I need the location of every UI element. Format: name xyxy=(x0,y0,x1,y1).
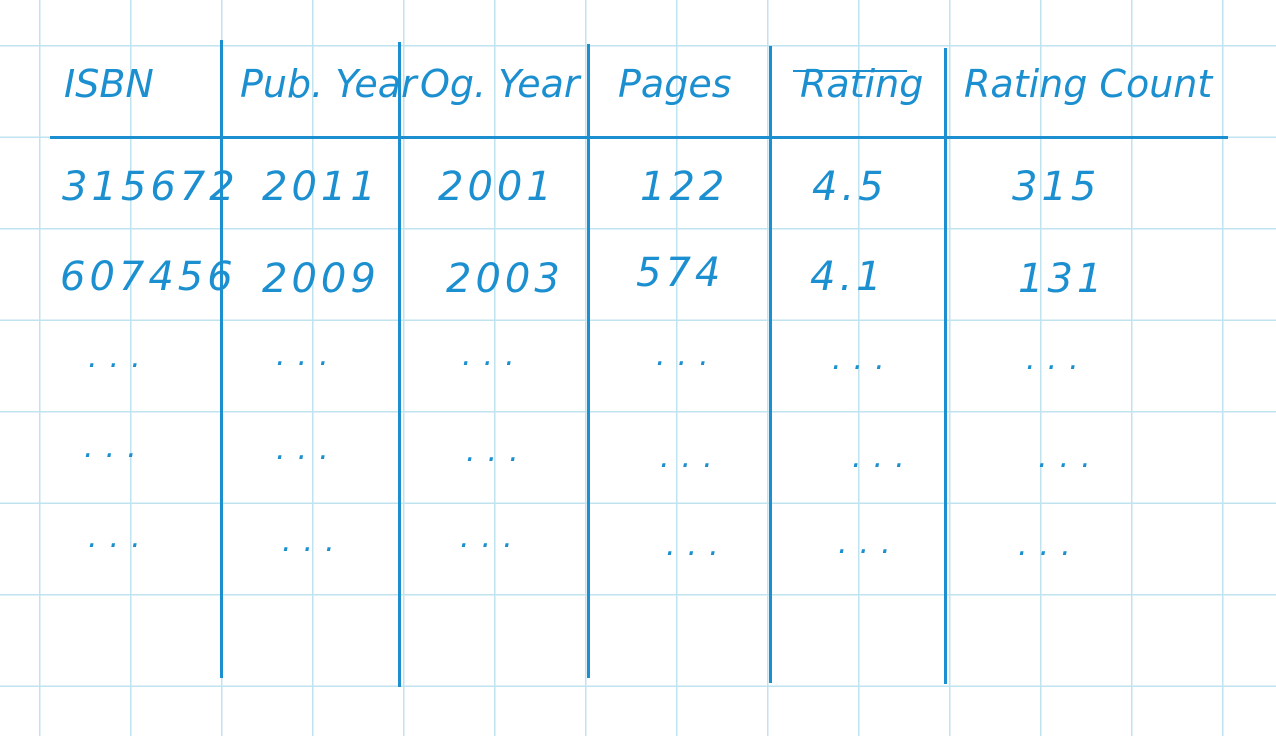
ellipsis-cell: ... xyxy=(656,338,721,373)
ellipsis-cell: ... xyxy=(466,434,531,469)
column-divider xyxy=(398,42,401,687)
column-divider xyxy=(587,44,590,678)
header-og-year: Og. Year xyxy=(420,62,580,106)
table-cell: 2011 xyxy=(262,164,380,210)
ellipsis-cell: ... xyxy=(276,338,341,373)
ellipsis-cell: ... xyxy=(838,526,903,561)
ellipsis-cell: ... xyxy=(852,440,917,475)
table-cell: 315672 xyxy=(62,164,239,210)
ellipsis-cell: ... xyxy=(276,432,341,467)
table-cell: 4.5 xyxy=(812,164,888,210)
ellipsis-cell: ... xyxy=(1038,440,1103,475)
ellipsis-cell: ... xyxy=(832,342,897,377)
ellipsis-cell: ... xyxy=(462,338,527,373)
header-isbn: ISBN xyxy=(64,62,154,106)
table-cell: 4.1 xyxy=(810,254,886,300)
table-cell: 122 xyxy=(640,164,729,210)
column-divider xyxy=(769,46,772,683)
table-cell: 2009 xyxy=(262,256,380,302)
header-rating: Rating xyxy=(800,62,924,106)
ellipsis-cell: ... xyxy=(660,440,725,475)
ellipsis-cell: ... xyxy=(84,430,149,465)
column-divider xyxy=(220,40,223,678)
ellipsis-cell: ... xyxy=(1018,528,1083,563)
column-divider xyxy=(944,48,947,684)
header-pages: Pages xyxy=(618,62,732,106)
table-cell: 131 xyxy=(1018,256,1107,302)
rating-overline xyxy=(793,70,907,72)
ellipsis-cell: ... xyxy=(88,340,153,375)
table-cell: 2001 xyxy=(438,164,556,210)
ellipsis-cell: ... xyxy=(1026,342,1091,377)
table-cell: 607456 xyxy=(60,254,237,300)
header-underline xyxy=(50,136,1228,139)
ellipsis-cell: ... xyxy=(88,520,153,555)
header-rating-count: Rating Count xyxy=(964,62,1213,106)
table-cell: 2003 xyxy=(446,256,564,302)
header-pub-year: Pub. Year xyxy=(240,62,417,106)
ellipsis-cell: ... xyxy=(666,528,731,563)
table-cell: 315 xyxy=(1012,164,1101,210)
table-cell: 574 xyxy=(636,250,725,296)
ellipsis-cell: ... xyxy=(282,524,347,559)
ellipsis-cell: ... xyxy=(460,520,525,555)
